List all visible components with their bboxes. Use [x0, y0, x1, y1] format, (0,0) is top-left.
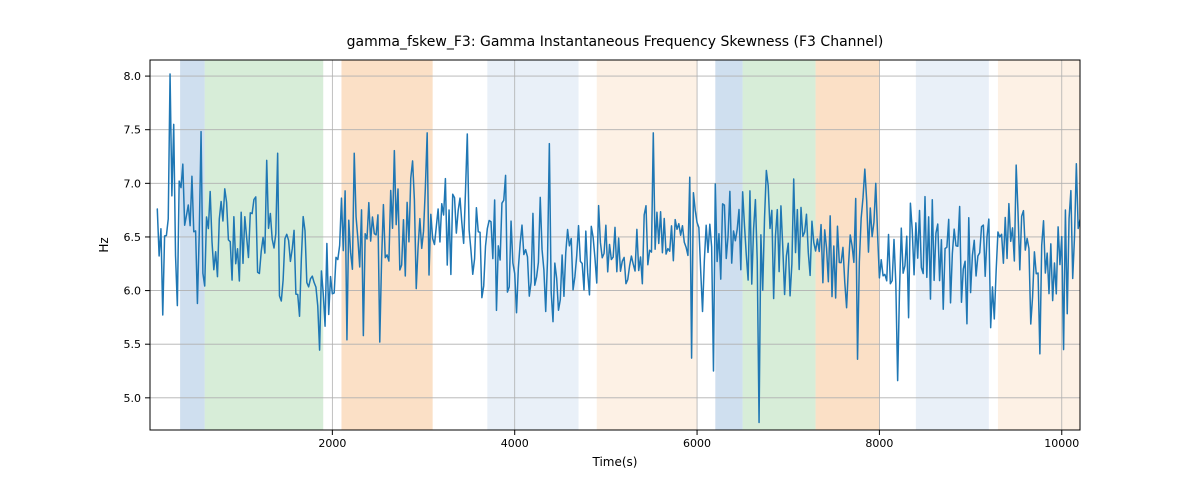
band-7	[816, 60, 880, 430]
band-2	[341, 60, 432, 430]
plot-area: 5.0 5.5 6.0 6.5 7.0 7.5 8.0 2000 4000 6000 8000 100…	[124, 60, 1081, 450]
chart-svg: 5.0 5.5 6.0 6.5 7.0 7.5 8.0 2000 4000 6000 8000 100…	[0, 0, 1200, 500]
chart-figure: 5.0 5.5 6.0 6.5 7.0 7.5 8.0 2000 4000 6000 8000 100…	[0, 0, 1200, 500]
y-tick-label: 6.5	[124, 231, 142, 244]
x-tick-label: 8000	[865, 437, 893, 450]
y-tick-label: 7.5	[124, 124, 142, 137]
band-9	[998, 60, 1080, 430]
y-tick-label: 8.0	[124, 70, 142, 83]
chart-title: gamma_fskew_F3: Gamma Instantaneous Freq…	[347, 34, 884, 50]
x-tick-label: 6000	[683, 437, 711, 450]
y-tick-label: 5.0	[124, 392, 142, 405]
y-tick-label: 7.0	[124, 177, 142, 190]
x-tick-label: 10000	[1044, 437, 1079, 450]
y-tick-label: 6.0	[124, 285, 142, 298]
y-axis-label: Hz	[97, 237, 111, 252]
y-tick-label: 5.5	[124, 338, 142, 351]
x-tick-label: 2000	[318, 437, 346, 450]
x-tick-label: 4000	[501, 437, 529, 450]
background-bands	[180, 60, 1080, 430]
band-0	[180, 60, 205, 430]
x-axis-label: Time(s)	[592, 455, 638, 469]
